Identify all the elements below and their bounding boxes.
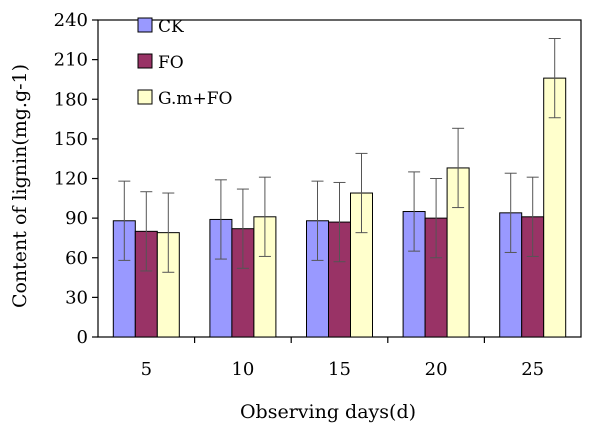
x-tick-label: 15 [328, 359, 351, 380]
y-tick-label: 210 [54, 50, 88, 71]
x-tick-label: 10 [231, 359, 254, 380]
legend-label: G.m+FO [158, 89, 232, 109]
legend-swatch [137, 17, 153, 33]
y-tick-label: 180 [54, 89, 88, 110]
x-tick-label: 5 [141, 359, 152, 380]
legend-label: FO [158, 53, 184, 73]
y-tick-label: 30 [65, 287, 88, 308]
legend-label: CK [158, 17, 184, 37]
x-tick-label: 25 [521, 359, 544, 380]
y-tick-label: 0 [77, 327, 88, 348]
legend-swatch [137, 53, 153, 69]
plot-area: 0 30 60 90 120 150 180 210 240 5 10 15 20 25 CK FO G.m+F… [54, 10, 582, 380]
y-tick-label: 120 [54, 169, 88, 190]
legend-swatch [137, 89, 153, 105]
y-tick-label: 240 [54, 10, 88, 31]
x-tick-label: 20 [425, 359, 448, 380]
y-tick-label: 90 [65, 208, 88, 229]
y-tick-label: 150 [54, 129, 88, 150]
y-axis-title: Content of lignin(mg.g-1) [9, 64, 31, 308]
x-axis-title: Observing days(d) [240, 401, 416, 423]
y-tick-label: 60 [65, 248, 88, 269]
